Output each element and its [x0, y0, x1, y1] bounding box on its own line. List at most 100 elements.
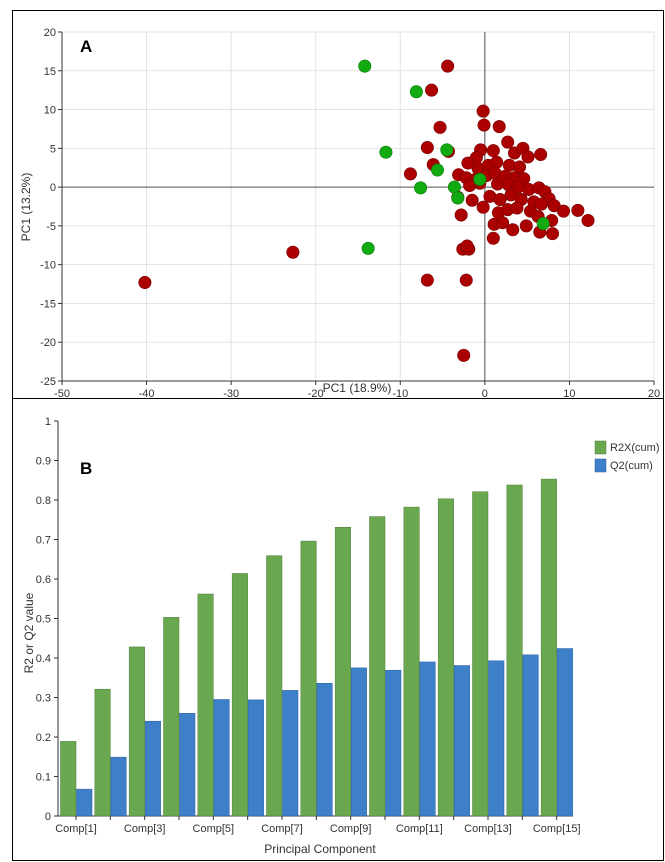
scatter-point-red — [521, 150, 535, 164]
bar-y-tick-label: 0.9 — [36, 456, 51, 468]
bar-r2x — [266, 555, 283, 817]
bar-y-tick-label: 0.8 — [36, 495, 51, 507]
bar-y-tick-label: 0.7 — [36, 535, 51, 547]
bar-x-tick-label: Comp[13] — [464, 823, 512, 835]
scatter-point-red — [425, 83, 439, 97]
bar-y-tick-label: 0.4 — [36, 653, 51, 665]
scatter-x-tick-label: 20 — [648, 388, 660, 400]
bar-q2 — [213, 699, 230, 817]
scatter-point-red — [496, 216, 510, 230]
scatter-point-red — [477, 118, 491, 132]
scatter-point-red — [506, 223, 520, 237]
scatter-point-red — [476, 200, 490, 214]
scatter-point-red — [519, 219, 533, 233]
bar-q2 — [316, 683, 333, 817]
scatter-y-tick-label: -10 — [40, 260, 56, 272]
scatter-point-green — [447, 180, 461, 194]
bar-y-ticks: 0 0.1 0.2 0.3 0.4 0.5 0.6 0.7 0.8 0.9 1 — [36, 416, 58, 823]
scatter-point-red — [420, 273, 434, 287]
scatter-point-green — [358, 59, 372, 73]
bar-r2x — [472, 491, 489, 817]
bar-x-axis-title: Principal Component — [264, 842, 376, 856]
scatter-x-tick-label: -20 — [308, 388, 324, 400]
scatter-point-red — [546, 227, 560, 241]
scatter-point-green — [473, 172, 487, 186]
bar-x-tick-label: Comp[7] — [261, 823, 303, 835]
bar-y-tick-label: 0.1 — [36, 772, 51, 784]
scatter-y-tick-label: 15 — [44, 66, 56, 78]
scatter-y-tick-label: -25 — [40, 376, 56, 388]
legend-label: Q2(cum) — [610, 460, 653, 472]
bar-r2x — [540, 478, 557, 817]
bar-y-axis-title: R2 or Q2 value — [22, 592, 36, 673]
scatter-y-tick-label: 0 — [50, 182, 56, 194]
scatter-x-tick-label: 10 — [563, 388, 575, 400]
scatter-point-red — [501, 135, 515, 149]
scatter-y-tick-label: -20 — [40, 337, 56, 349]
scatter-x-tick-label: -50 — [54, 388, 70, 400]
bar-x-tick-label: Comp[11] — [396, 823, 443, 835]
legend-swatch — [594, 458, 607, 473]
bar-q2 — [488, 660, 505, 817]
scatter-x-tick-label: 0 — [482, 388, 488, 400]
scatter-point-red — [510, 201, 524, 215]
bar-y-tick-label: 1 — [45, 416, 51, 428]
scatter-x-tick-label: -10 — [392, 388, 408, 400]
panel-a-frame — [12, 10, 664, 399]
scatter-y-axis-title: PC1 (13.2%) — [19, 173, 33, 242]
bar-q2 — [179, 713, 196, 817]
bar-r2x — [197, 593, 214, 817]
bar-y-tick-label: 0.2 — [36, 732, 51, 744]
bar-r2x — [231, 573, 248, 817]
scatter-point-red — [493, 193, 507, 207]
scatter-point-red — [138, 276, 152, 290]
bar-q2 — [76, 788, 93, 817]
scatter-y-tick-label: 20 — [44, 27, 56, 39]
scatter-point-red — [534, 148, 548, 162]
scatter-point-red — [286, 245, 300, 259]
bar-y-tick-label: 0.5 — [36, 614, 51, 626]
scatter-point-red — [581, 213, 595, 227]
bar-r2x — [437, 498, 454, 817]
legend-label: R2X(cum) — [610, 442, 660, 454]
scatter-point-red — [571, 203, 585, 217]
scatter-axes — [61, 32, 654, 382]
bar-q2 — [453, 665, 470, 817]
bar-legend: R2X(cum) Q2(cum) — [594, 440, 660, 473]
scatter-y-tick-label: -5 — [46, 221, 56, 233]
bar-q2 — [556, 648, 573, 817]
bar-r2x — [60, 741, 77, 817]
bar-x-tick-label: Comp[15] — [533, 823, 581, 835]
legend-swatch — [594, 440, 607, 455]
scatter-point-green — [440, 143, 454, 157]
bar-r2x — [403, 506, 420, 817]
bar-x-tick-label: Comp[1] — [55, 823, 97, 835]
scatter-point-green — [414, 181, 428, 195]
bar-r2x — [369, 516, 386, 817]
bar-r2x — [163, 617, 180, 817]
scatter-point-red — [459, 273, 473, 287]
scatter-x-axis-title: PC1 (18.9%) — [323, 381, 392, 395]
bar-q2 — [247, 699, 264, 817]
bar-x-ticks: Comp[1] Comp[3] Comp[5] Comp[7] Comp[9] Comp[… — [55, 816, 581, 835]
scatter-point-green — [430, 163, 444, 177]
bar-series — [60, 478, 573, 817]
bar-x-tick-label: Comp[3] — [124, 823, 166, 835]
bar-q2 — [419, 661, 436, 817]
bar-y-tick-label: 0.3 — [36, 693, 51, 705]
scatter-chart: -50 -40 -30 -20 -10 0 10 20 -25-20-15-10-505101… — [19, 27, 660, 400]
scatter-point-green — [361, 241, 375, 255]
panel-label-b: B — [80, 459, 92, 478]
scatter-point-red — [460, 239, 474, 253]
scatter-point-red — [491, 177, 505, 191]
bar-chart: 00.10.20.30.40.50.60.70.80.91 Comp[1] Com… — [22, 416, 660, 856]
bar-q2 — [522, 654, 539, 817]
scatter-point-red — [465, 193, 479, 207]
scatter-point-red — [486, 231, 500, 245]
scatter-point-red — [476, 104, 490, 118]
bar-q2 — [110, 756, 127, 817]
bar-r2x — [300, 540, 317, 817]
scatter-point-red — [457, 348, 471, 362]
scatter-point-red — [557, 204, 571, 218]
